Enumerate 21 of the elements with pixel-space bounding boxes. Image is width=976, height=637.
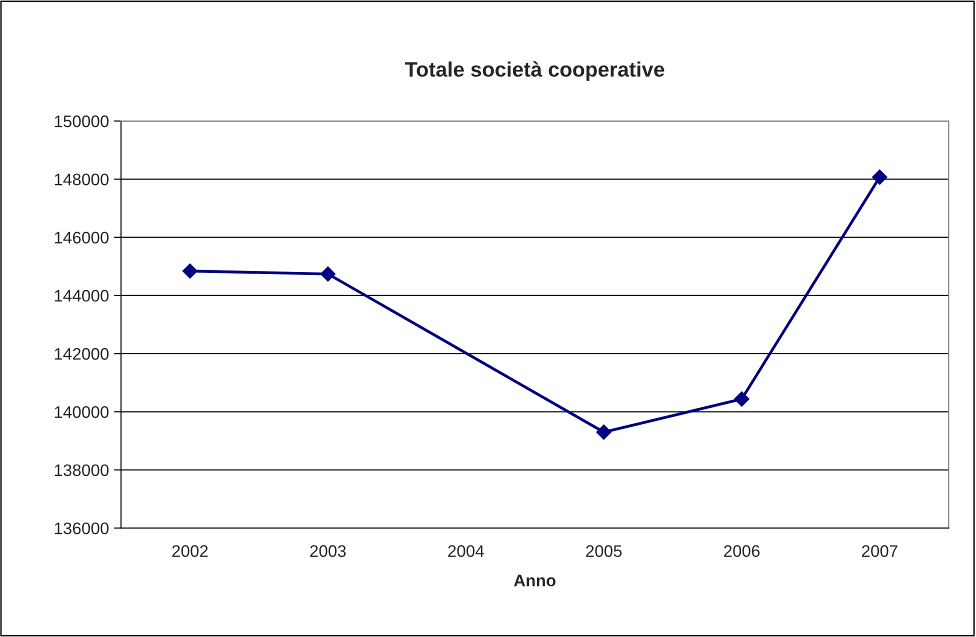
x-tick-label: 2005 [586,545,622,557]
x-axis-title: Anno [514,574,556,586]
y-tick-label: 136000 [54,522,109,534]
y-tick-label: 150000 [54,115,109,128]
x-tick-label: 2003 [310,545,346,557]
chart-title: Totale società cooperative [405,61,664,81]
point [734,391,750,407]
x-tick-label: 2002 [172,545,208,557]
y-tick-label: 146000 [54,232,109,244]
y-tick-label: 138000 [54,464,109,476]
y-tick-label: 140000 [54,406,109,418]
x-tick-label: 2007 [862,545,898,557]
point [320,266,336,282]
point [872,170,888,185]
point [182,263,198,279]
x-tick-label: 2004 [448,545,484,557]
y-tick-label: 144000 [54,290,109,302]
y-tick-label: 148000 [54,174,109,186]
x-tick-label: 2006 [724,545,760,557]
y-tick-label: 142000 [54,348,109,360]
point [596,424,612,440]
